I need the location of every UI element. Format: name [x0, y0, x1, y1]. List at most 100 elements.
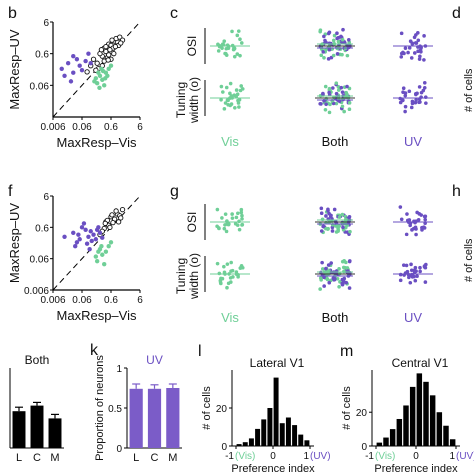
strip-label-tuning-g: Tuning [174, 258, 188, 294]
strip-dot-uv-osi-g [413, 225, 418, 230]
point-vis-b [103, 76, 108, 81]
point-uv-b [79, 68, 85, 73]
strip-dot-uv-tuning-c [414, 92, 418, 97]
x-axis-label-f: MaxResp–Vis [57, 308, 137, 323]
strip-dot-both-tuning-c [347, 101, 352, 105]
hist-bar-m-7 [423, 381, 429, 446]
strip-dot-both-tuning-c [342, 109, 346, 114]
panel-letter-f: f [8, 183, 13, 200]
strip-dot-vis-osi-c [235, 33, 240, 38]
point-vis-f [94, 258, 100, 264]
hist-bar-m-6 [416, 373, 423, 446]
panel-letter-m: m [340, 343, 353, 360]
strip-dot-vis-osi-g [223, 212, 228, 216]
strip-dot-vis-osi-g [239, 207, 244, 212]
strip-dot-both-osi-c [340, 52, 344, 57]
hist-x-tick-note-vis-m: (Vis) [375, 451, 395, 462]
cut-label-h: # of cells [463, 238, 474, 282]
point-both-f [119, 207, 126, 213]
strip-dot-vis-osi-c [232, 46, 237, 51]
point-both-f [109, 212, 115, 218]
strip-dot-both-tuning-c [339, 85, 344, 90]
strip-dot-both-osi-c [346, 38, 351, 42]
hist-bar-l-7 [279, 423, 285, 446]
strip-dot-both-tuning-g [335, 276, 340, 281]
point-both-b [105, 57, 111, 63]
strip-dot-vis-tuning-c [219, 98, 223, 102]
strip-dot-vis-tuning-c [222, 107, 227, 111]
strip-dot-uv-tuning-g [412, 270, 417, 275]
strip-dot-vis-osi-g [240, 213, 244, 218]
strip-dot-vis-osi-c [238, 53, 242, 58]
strip-dot-both-tuning-c [345, 84, 349, 89]
strip-dot-both-osi-g [337, 215, 342, 219]
panel-letter-c: c [170, 5, 178, 22]
strip-dot-both-tuning-c [331, 101, 336, 106]
strip-dot-both-tuning-g [347, 259, 352, 263]
point-vis-f [102, 261, 107, 267]
strip-dot-both-tuning-c [327, 86, 332, 91]
strip-dot-both-osi-g [326, 208, 330, 213]
hist-bar-m-4 [403, 405, 409, 446]
point-uv-f [77, 237, 82, 242]
strip-dot-both-tuning-c [328, 102, 332, 107]
strip-dot-both-tuning-g [318, 287, 322, 291]
point-uv-f [91, 232, 96, 237]
point-uv-f [88, 229, 93, 234]
strip-dot-vis-tuning-g [225, 285, 229, 290]
strip-dot-both-tuning-c [334, 81, 339, 85]
strip-dot-uv-osi-c [408, 39, 413, 44]
hist-x-tick-label-l: 1 [303, 451, 309, 462]
strip-dot-vis-osi-g [224, 229, 229, 234]
strip-dot-uv-osi-g [398, 205, 403, 209]
hist-bar-l-4 [261, 419, 267, 446]
hist-bar-m-11 [449, 439, 456, 446]
strip-dot-both-osi-g [332, 207, 337, 212]
strip-dot-uv-osi-c [417, 57, 422, 61]
strip-dot-both-tuning-g [344, 280, 349, 285]
hist-title-m: Central V1 [392, 356, 449, 370]
hist-bar-l-2 [248, 438, 254, 446]
strip-dot-both-osi-g [326, 226, 330, 231]
hist-y-tick-label-l: 20 [216, 404, 228, 415]
strip-dot-vis-tuning-g [220, 276, 225, 281]
point-uv-f [100, 235, 105, 240]
bar-title-both_bar: Both [25, 353, 50, 367]
y-tick-label-b: 0.6 [35, 50, 49, 61]
strip-dot-both-tuning-g [319, 278, 323, 282]
point-both-b [112, 43, 119, 50]
strip-dot-vis-tuning-g [222, 264, 226, 269]
panel-letter-l: l [198, 343, 202, 360]
strip-dot-vis-osi-c [235, 52, 240, 56]
strip-dot-vis-osi-c [223, 51, 227, 56]
strip-dot-uv-osi-g [416, 217, 421, 222]
strip-dot-uv-osi-g [410, 228, 414, 232]
strip-dot-vis-tuning-g [217, 271, 222, 276]
point-vis-b [92, 79, 97, 84]
hist-bar-l-5 [267, 408, 273, 446]
strip-dot-both-osi-c [331, 53, 336, 58]
strip-dot-uv-tuning-g [404, 263, 409, 268]
bar-category-label-both_bar: L [16, 452, 22, 464]
strip-dot-vis-osi-c [239, 41, 244, 45]
strip-dot-uv-osi-g [405, 212, 409, 216]
hist-y-axis-label-m: # of cells [341, 386, 353, 430]
strip-dot-uv-osi-c [412, 51, 417, 55]
hist-y-tick-label-l: 0 [221, 442, 227, 453]
strip-dot-vis-tuning-g [225, 262, 230, 266]
strip-dot-both-tuning-g [320, 267, 325, 271]
point-uv-f [81, 221, 87, 226]
strip-dot-both-tuning-g [340, 281, 344, 286]
x-tick-label-b: 0.6 [104, 122, 118, 133]
bar-k-C [147, 388, 162, 448]
strip-dot-vis-osi-g [226, 222, 231, 227]
strip-dot-uv-osi-c [416, 49, 420, 54]
x-tick-label-f: 0.006 [40, 295, 65, 306]
strip-dot-uv-tuning-g [408, 280, 413, 285]
strip-dot-both-tuning-c [327, 110, 332, 115]
strip-dot-both-osi-c [345, 53, 350, 58]
point-both-b [94, 60, 100, 66]
x-tick-label-b: 0.06 [72, 122, 92, 133]
strip-dot-vis-osi-g [215, 207, 220, 212]
